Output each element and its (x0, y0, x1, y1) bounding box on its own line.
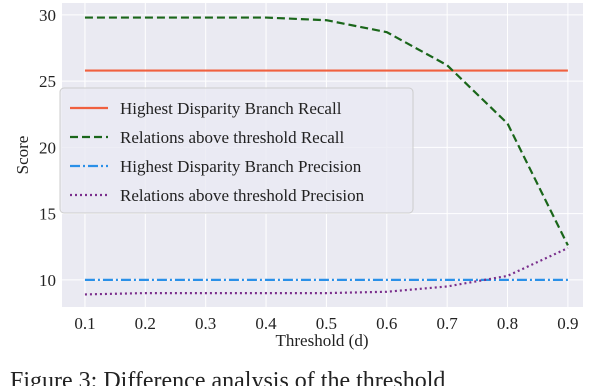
x-tick-label: 0.2 (135, 314, 156, 333)
caption: Figure 3: Difference analysis of the thr… (10, 368, 445, 386)
series-line (84, 16, 569, 246)
y-tick-label: 10 (39, 271, 56, 290)
legend: Highest Disparity Branch Recall Relations… (59, 87, 414, 214)
legend-label: Highest Disparity Branch Precision (120, 157, 362, 176)
x-axis-label: Threshold (d) (275, 331, 368, 350)
legend-label: Highest Disparity Branch Recall (120, 99, 342, 118)
x-tick-label: 0.6 (376, 314, 397, 333)
x-tick-label: 0.8 (497, 314, 518, 333)
x-tick-label: 0.7 (437, 314, 459, 333)
y-tick-label: 30 (39, 6, 56, 25)
y-tick-label: 15 (39, 205, 56, 224)
x-tick-label: 0.4 (255, 314, 277, 333)
x-tick-label: 0.5 (316, 314, 337, 333)
lines (84, 16, 569, 296)
x-tick-label: 0.3 (195, 314, 216, 333)
series-line (84, 247, 569, 296)
x-tick-label: 0.9 (557, 314, 578, 333)
legend-label: Relations above threshold Precision (120, 186, 365, 205)
y-axis-label: Score (13, 136, 32, 175)
y-tick-label: 20 (39, 138, 56, 157)
legend-label: Relations above threshold Recall (120, 128, 345, 147)
x-tick-label: 0.1 (74, 314, 95, 333)
legend-box (59, 87, 414, 214)
y-tick-label: 25 (39, 72, 56, 91)
